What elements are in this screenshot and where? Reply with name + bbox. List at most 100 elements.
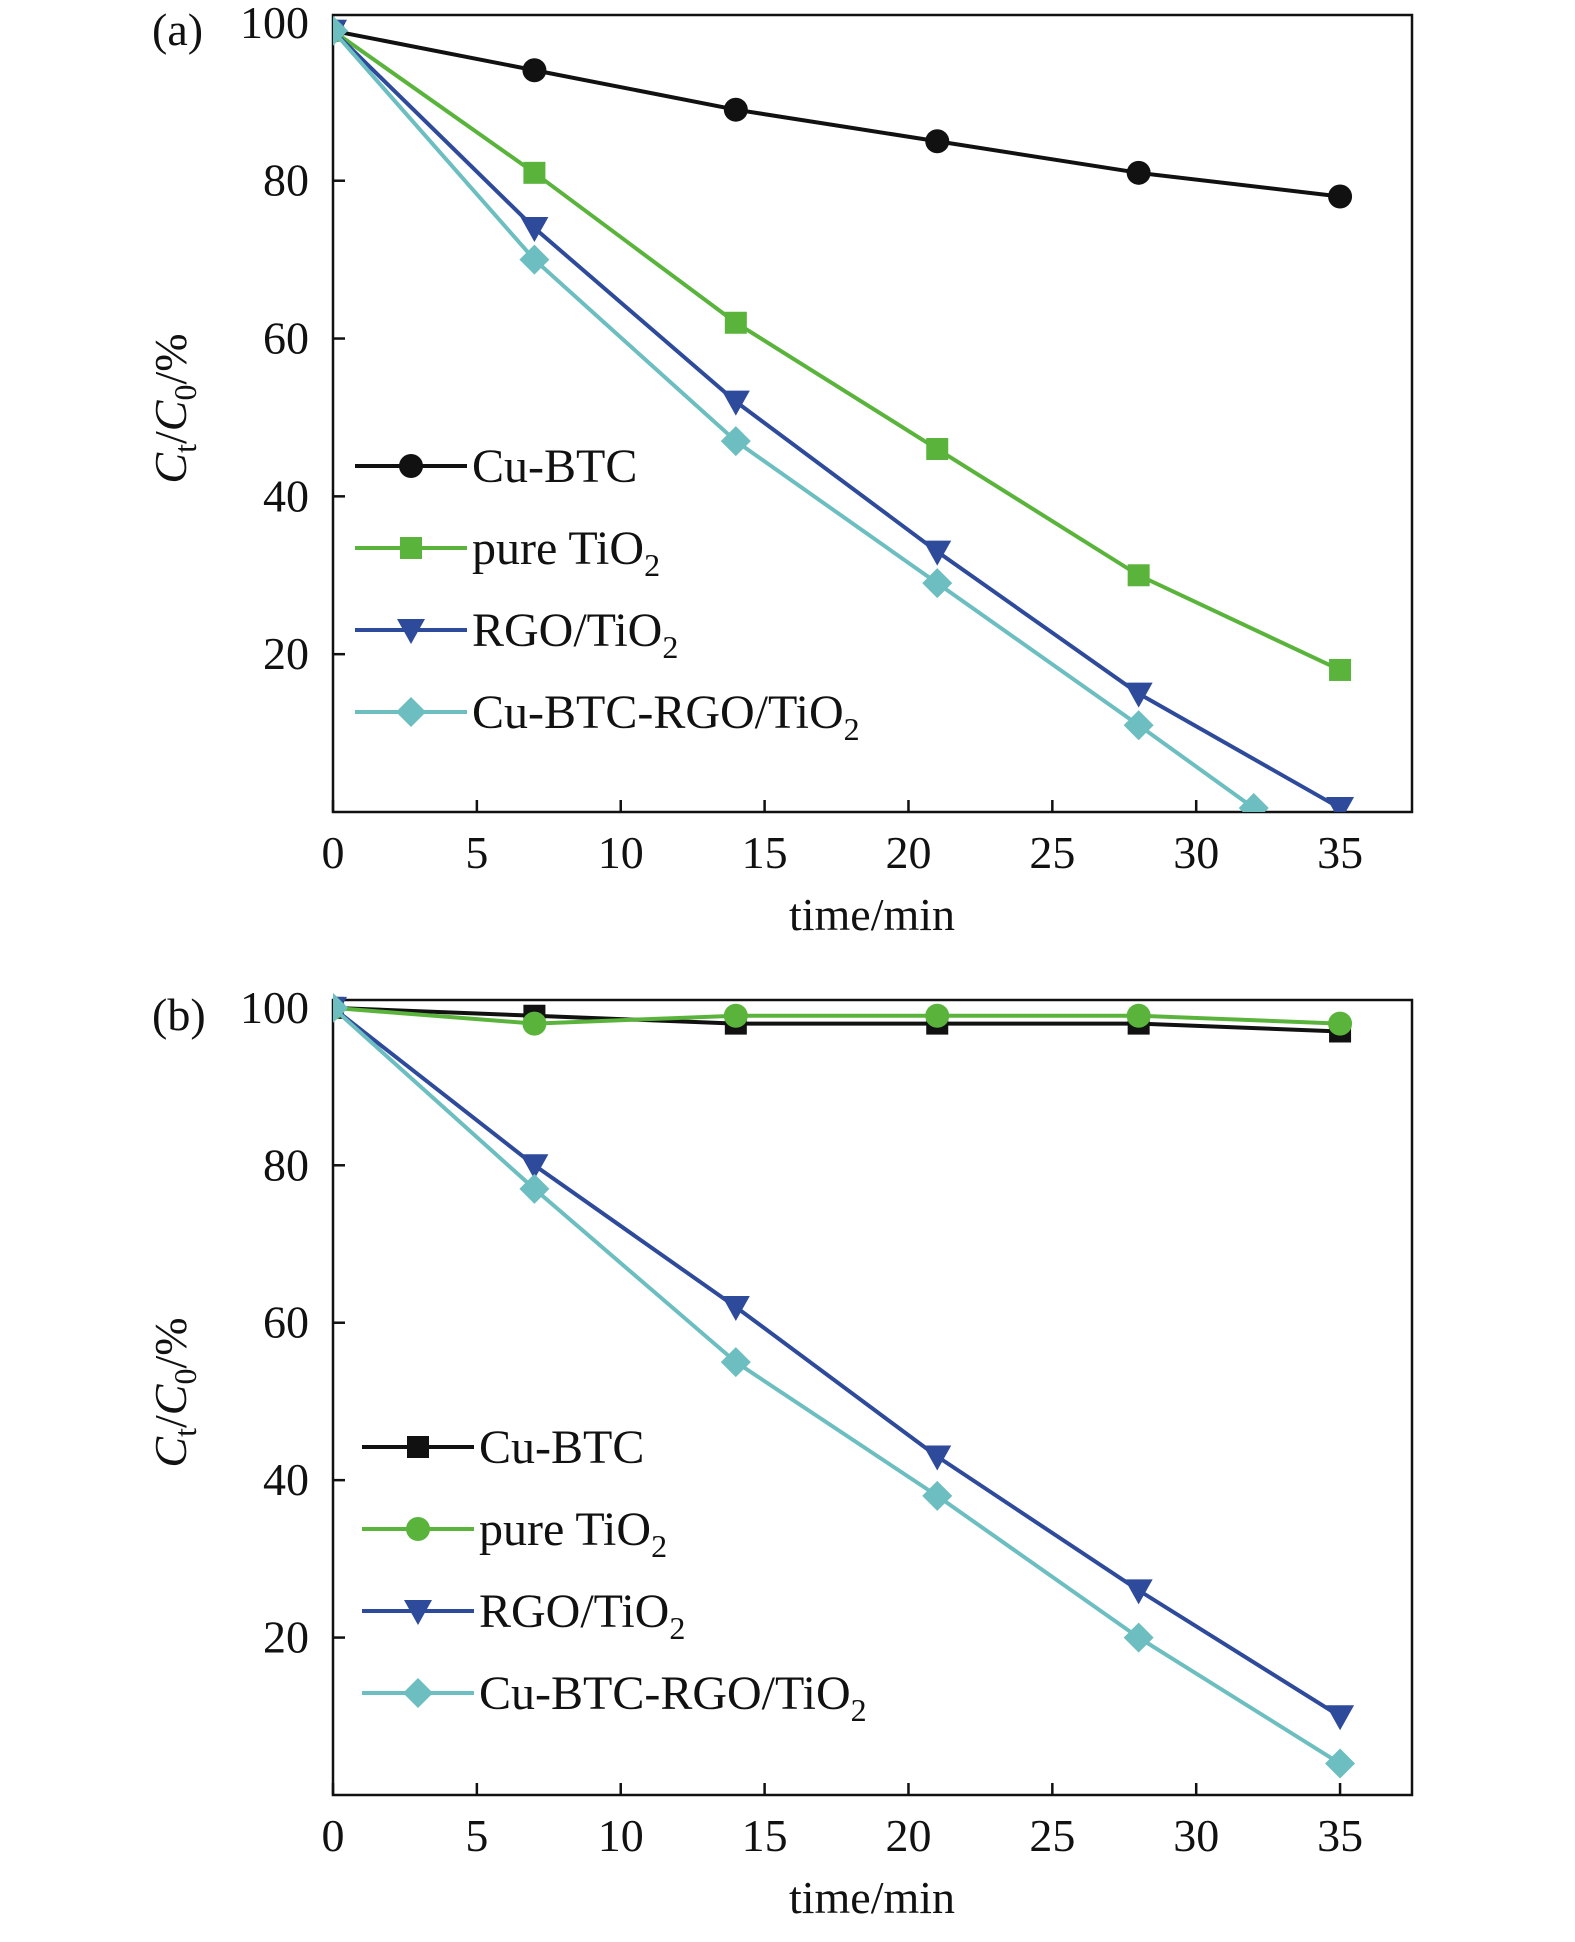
data-point-cu-btc-rgo-tio2 <box>333 992 348 1023</box>
x-tick-label: 30 <box>1173 827 1219 878</box>
series-line-cu-btc <box>333 1005 1341 1034</box>
panel-label-b: (b) <box>152 989 206 1040</box>
data-point-pure-tio2 <box>723 1003 748 1028</box>
x-tick-label: 20 <box>885 1810 931 1861</box>
legend-label: Cu-BTC <box>472 440 637 493</box>
x-tick-label: 10 <box>598 1810 644 1861</box>
data-point-cu-btc-rgo-tio2 <box>1325 1748 1356 1779</box>
x-tick-label: 15 <box>742 827 788 878</box>
legend-marker <box>400 537 422 559</box>
data-point-cu-btc-rgo-tio2 <box>1238 793 1269 812</box>
series-pure-tio2 <box>333 19 1352 681</box>
data-point-pure-tio2 <box>724 311 747 334</box>
data-point-cu-btc <box>522 58 547 83</box>
plot-frame-a <box>331 13 1414 814</box>
series-cu-btc-rgo-tio2 <box>333 992 1356 1779</box>
y-tick-label: 40 <box>263 1454 309 1505</box>
legend-label: RGO/TiO2 <box>472 604 678 665</box>
data-point-cu-btc-rgo-tio2 <box>922 1480 953 1511</box>
x-tick-label: 20 <box>885 827 931 878</box>
series-line-cu-btc <box>333 28 1341 199</box>
legend-label: Cu-BTC-RGO/TiO2 <box>472 686 860 747</box>
data-point-cu-btc-rgo-tio2 <box>333 15 348 46</box>
data-point-cu-btc <box>723 97 748 122</box>
x-tick-label: 15 <box>742 1810 788 1861</box>
y-tick-label: 80 <box>263 1139 309 1190</box>
data-point-cu-btc-rgo-tio2 <box>519 1173 550 1204</box>
data-point-pure-tio2 <box>523 161 546 184</box>
chart-panel-b: 0 5 10 15 20 25 30 35 20 40 60 80 100 (b) time/min Ct/C… <box>145 982 1414 1923</box>
series-line-cu-btc-rgo-tio2 <box>333 1006 1342 1766</box>
x-tick-label: 35 <box>1317 827 1363 878</box>
panel-label-a: (a) <box>152 4 203 55</box>
legend-marker <box>403 1678 433 1708</box>
legend-item-cu-btc: Cu-BTC <box>355 440 637 493</box>
legend-marker <box>397 619 425 644</box>
y-axis-title-a: Ct/C0/% <box>145 333 203 483</box>
legend-label: pure TiO2 <box>472 522 660 583</box>
series-line-rgo-tio2 <box>333 1006 1342 1718</box>
legend-item-pure-tio2: pure TiO2 <box>362 1503 667 1564</box>
data-point-cu-btc-rgo-tio2 <box>1123 1622 1154 1653</box>
data-point-cu-btc-rgo-tio2 <box>922 568 953 599</box>
plot-frame-b <box>331 998 1414 1797</box>
y-tick-label: 60 <box>263 313 309 364</box>
y-tick-label: 100 <box>240 982 309 1033</box>
legend-b: Cu-BTC pure TiO2 RGO/TiO2 Cu-BTC-RGO/TiO2 <box>362 1421 867 1728</box>
data-point-rgo-tio2 <box>1124 1579 1153 1605</box>
series-line-cu-btc-rgo-tio2 <box>333 29 1255 810</box>
legend-item-rgo-tio2: RGO/TiO2 <box>355 604 678 665</box>
series-line-rgo-tio2 <box>333 29 1342 810</box>
legend-label: Cu-BTC-RGO/TiO2 <box>479 1667 867 1728</box>
data-point-rgo-tio2 <box>520 1154 549 1180</box>
legend-item-rgo-tio2: RGO/TiO2 <box>362 1585 685 1646</box>
series-group-a <box>333 15 1355 812</box>
data-point-cu-btc-rgo-tio2 <box>519 244 550 275</box>
series-line-pure-tio2 <box>333 1005 1341 1026</box>
series-group-b <box>333 992 1356 1779</box>
legend-marker <box>399 454 423 478</box>
y-tick-label: 40 <box>263 470 309 521</box>
data-point-cu-btc-rgo-tio2 <box>1123 710 1154 741</box>
data-point-rgo-tio2 <box>520 217 549 243</box>
data-point-cu-btc <box>1328 184 1353 209</box>
x-tick-label: 0 <box>322 827 345 878</box>
series-line-pure-tio2 <box>333 29 1341 672</box>
legend-item-cu-btc-rgo-tio2: Cu-BTC-RGO/TiO2 <box>362 1667 867 1728</box>
x-tick-label: 35 <box>1317 1810 1363 1861</box>
y-tick-label: 100 <box>240 0 309 48</box>
legend-item-cu-btc: Cu-BTC <box>362 1421 644 1474</box>
y-axis-title-b: Ct/C0/% <box>145 1317 203 1467</box>
data-point-cu-btc <box>925 129 950 154</box>
legend-marker <box>406 1517 430 1541</box>
data-point-pure-tio2 <box>1328 1011 1353 1036</box>
data-point-cu-btc <box>1126 160 1151 185</box>
data-point-pure-tio2 <box>1126 1003 1151 1028</box>
y-tick-label: 60 <box>263 1297 309 1348</box>
x-tick-label: 5 <box>465 1810 488 1861</box>
x-axis-title-a: time/min <box>789 889 955 940</box>
legend-marker <box>396 697 426 727</box>
data-point-rgo-tio2 <box>1326 1705 1355 1731</box>
x-tick-label: 5 <box>465 827 488 878</box>
data-point-rgo-tio2 <box>1124 682 1153 708</box>
legend-marker <box>404 1600 432 1625</box>
x-axis-title-b: time/min <box>789 1872 955 1923</box>
x-tick-label: 25 <box>1029 1810 1075 1861</box>
data-point-rgo-tio2 <box>721 1295 750 1321</box>
x-tick-label: 0 <box>322 1810 345 1861</box>
series-rgo-tio2 <box>333 996 1355 1731</box>
series-pure-tio2 <box>333 995 1353 1036</box>
series-rgo-tio2 <box>333 19 1355 812</box>
legend-item-pure-tio2: pure TiO2 <box>355 522 660 583</box>
x-tick-label: 30 <box>1173 1810 1219 1861</box>
x-tick-label: 25 <box>1029 827 1075 878</box>
legend-marker <box>407 1436 429 1458</box>
y-tick-label: 20 <box>263 1612 309 1663</box>
legend-a: Cu-BTC pure TiO2 RGO/TiO2 Cu-BTC-RGO/TiO2 <box>355 440 860 747</box>
data-point-pure-tio2 <box>925 1003 950 1028</box>
data-point-pure-tio2 <box>926 438 949 461</box>
legend-label: Cu-BTC <box>479 1421 644 1474</box>
x-tick-label: 10 <box>598 827 644 878</box>
